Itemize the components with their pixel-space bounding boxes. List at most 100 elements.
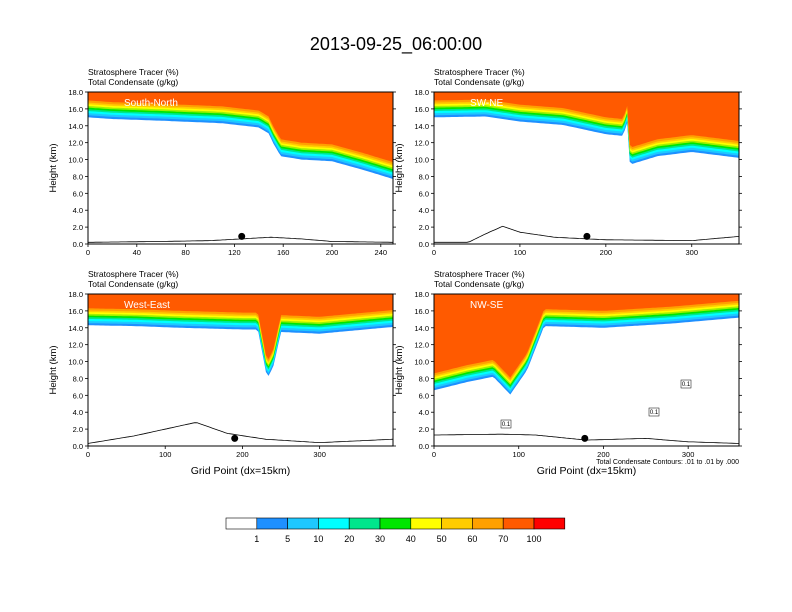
y-axis-label: Height (km) <box>48 143 59 192</box>
panel-label: West-East <box>124 300 170 311</box>
panel-label: NW-SE <box>470 300 503 311</box>
panel-title-line1: Stratosphere Tracer (%) <box>434 67 525 77</box>
contour-label-box <box>680 379 692 389</box>
y-tick-label: 10.0 <box>414 156 429 165</box>
x-tick-label: 0 <box>86 248 90 257</box>
x-tick-label: 100 <box>159 450 172 459</box>
panel-title-line1: Stratosphere Tracer (%) <box>88 269 179 279</box>
location-marker <box>581 434 589 442</box>
y-axis-label: Height (km) <box>394 345 405 394</box>
tracer-band-10 <box>88 294 393 359</box>
contour-label: 0.1 <box>650 410 659 416</box>
footnote: Total Condensate Contours: .01 to .01 by… <box>596 459 739 466</box>
x-tick-label: 200 <box>597 450 610 459</box>
contour-label: 0.1 <box>502 422 511 428</box>
panel-title-line2: Total Condensate (g/kg) <box>434 279 524 289</box>
y-axis-label: Height (km) <box>394 143 405 192</box>
x-tick-label: 100 <box>514 248 527 257</box>
colorbar-label: 70 <box>498 534 508 544</box>
panel-title-line2: Total Condensate (g/kg) <box>88 279 178 289</box>
panel-sw-ne: Stratosphere Tracer (%)Total Condensate … <box>394 67 742 257</box>
y-tick-label: 16.0 <box>414 307 429 316</box>
location-marker <box>238 232 246 240</box>
x-tick-label: 300 <box>313 450 326 459</box>
x-tick-label: 200 <box>326 248 339 257</box>
y-tick-label: 0.0 <box>419 442 429 451</box>
y-tick-label: 16.0 <box>68 105 83 114</box>
y-tick-label: 0.0 <box>73 442 83 451</box>
y-tick-label: 18.0 <box>414 88 429 97</box>
x-tick-label: 0 <box>432 248 436 257</box>
y-tick-label: 8.0 <box>419 374 429 383</box>
y-tick-label: 16.0 <box>68 307 83 316</box>
x-axis-label: Grid Point (dx=15km) <box>537 465 637 477</box>
plot-frame <box>87 91 394 245</box>
x-tick-label: 160 <box>277 248 290 257</box>
y-tick-label: 18.0 <box>68 88 83 97</box>
colorbar-swatch <box>379 517 412 530</box>
y-tick-label: 12.0 <box>414 139 429 148</box>
y-tick-label: 4.0 <box>419 206 429 215</box>
colorbar-swatch <box>318 517 350 530</box>
colorbar-swatch <box>502 517 535 530</box>
y-tick-label: 18.0 <box>414 290 429 299</box>
colorbar-swatch <box>225 517 258 530</box>
plot-area <box>88 294 393 446</box>
y-tick-label: 6.0 <box>419 391 429 400</box>
colorbar-swatch <box>287 517 319 530</box>
y-tick-label: 4.0 <box>73 408 83 417</box>
colorbar-label: 100 <box>526 534 541 544</box>
y-tick-label: 12.0 <box>414 341 429 350</box>
y-tick-label: 2.0 <box>419 425 429 434</box>
x-tick-label: 300 <box>682 450 695 459</box>
figure-title: 2013-09-25_06:00:00 <box>310 34 482 55</box>
colorbar-swatch <box>256 517 288 530</box>
colorbar-label: 10 <box>313 534 323 544</box>
plot-area <box>88 92 393 244</box>
x-tick-label: 40 <box>133 248 141 257</box>
y-tick-label: 10.0 <box>68 358 83 367</box>
colorbar: 1 5 10 20 30 40 50 60 70 100 <box>225 517 566 544</box>
contour-label: 0.1 <box>682 382 691 388</box>
y-tick-label: 0.0 <box>73 240 83 249</box>
tracer-band-10 <box>88 92 393 163</box>
y-tick-label: 2.0 <box>73 425 83 434</box>
y-tick-label: 12.0 <box>68 139 83 148</box>
y-tick-label: 6.0 <box>73 391 83 400</box>
y-tick-label: 8.0 <box>419 172 429 181</box>
colorbar-swatch <box>410 517 442 530</box>
tracer-band-10 <box>434 92 739 147</box>
terrain-line <box>88 422 393 444</box>
y-tick-label: 4.0 <box>73 206 83 215</box>
colorbar-swatch <box>533 517 566 530</box>
panel-west-east: Stratosphere Tracer (%)Total Condensate … <box>48 269 396 477</box>
y-tick-label: 14.0 <box>414 324 429 333</box>
panel-title-line2: Total Condensate (g/kg) <box>88 77 178 87</box>
colorbar-swatch <box>441 517 473 530</box>
y-tick-label: 6.0 <box>419 189 429 198</box>
x-tick-label: 80 <box>181 248 189 257</box>
colorbar-label: 20 <box>344 534 354 544</box>
x-tick-label: 0 <box>86 450 90 459</box>
x-tick-label: 100 <box>512 450 525 459</box>
y-tick-label: 8.0 <box>73 374 83 383</box>
plot-frame <box>433 91 740 245</box>
panel-nw-se: Stratosphere Tracer (%)Total Condensate … <box>394 269 742 477</box>
y-tick-label: 16.0 <box>414 105 429 114</box>
contour-label-box <box>648 407 660 417</box>
y-tick-label: 0.0 <box>419 240 429 249</box>
y-tick-label: 4.0 <box>419 408 429 417</box>
y-tick-label: 2.0 <box>73 223 83 232</box>
colorbar-swatch <box>348 517 381 530</box>
plot-frame <box>87 293 394 447</box>
x-tick-label: 200 <box>236 450 249 459</box>
x-axis-label: Grid Point (dx=15km) <box>191 465 291 477</box>
plot-area <box>434 294 739 446</box>
x-tick-label: 120 <box>228 248 241 257</box>
panel-label: South-North <box>124 98 178 109</box>
plot-area <box>434 92 739 244</box>
y-tick-label: 18.0 <box>68 290 83 299</box>
colorbar-label: 5 <box>285 534 290 544</box>
panel-title-line1: Stratosphere Tracer (%) <box>88 67 179 77</box>
